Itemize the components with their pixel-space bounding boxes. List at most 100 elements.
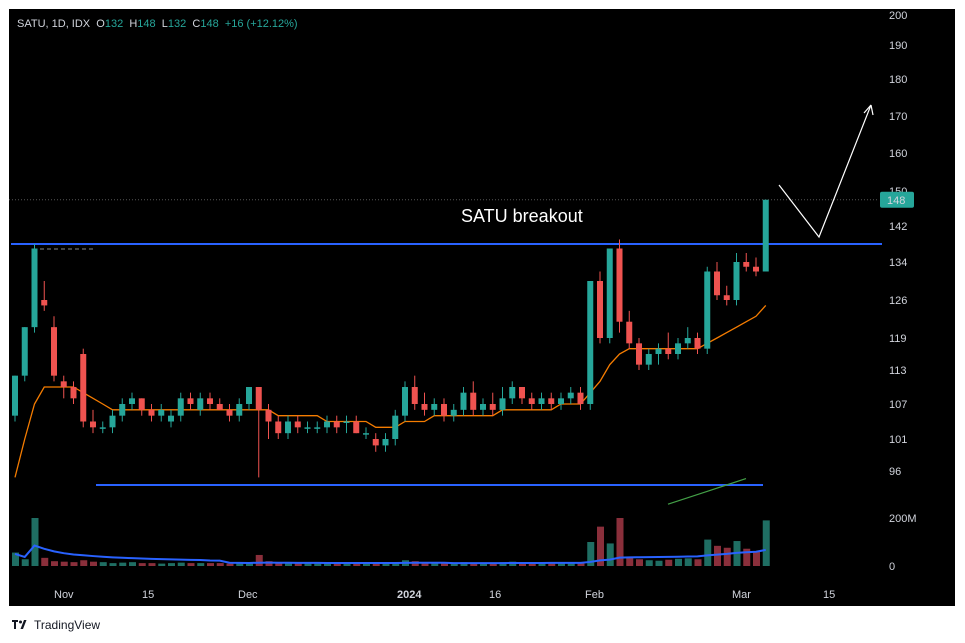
y-axis-tick-label: 134 — [889, 257, 907, 269]
breakout-annotation: SATU breakout — [461, 206, 583, 226]
volume-bar — [51, 561, 58, 566]
volume-bar — [636, 559, 643, 566]
legend-symbol: SATU, 1D, IDX — [17, 18, 91, 30]
candle-body — [216, 404, 223, 410]
candle-body — [548, 398, 555, 404]
y-axis-tick-label: 160 — [889, 148, 907, 160]
candle-body — [353, 421, 360, 434]
volume-bar — [392, 562, 400, 566]
x-axis-tick-label: 15 — [142, 589, 154, 601]
volume-bar — [216, 563, 224, 566]
candle-body — [528, 398, 535, 404]
volume-bar — [645, 560, 653, 566]
volume-axis-tick-label: 0 — [889, 561, 895, 573]
candle-body — [402, 387, 408, 416]
volume-bar — [753, 551, 760, 566]
candle-body — [177, 398, 184, 416]
volume-bar — [616, 518, 624, 566]
candle-body — [265, 409, 272, 422]
volume-bar — [577, 563, 585, 566]
candle-body — [636, 343, 642, 365]
candle-body — [489, 404, 496, 410]
candle-body — [411, 387, 418, 404]
volume-bar — [70, 562, 78, 566]
y-axis-tick-label: 96 — [889, 466, 901, 478]
y-axis-tick-label: 170 — [889, 111, 907, 123]
volume-bar — [158, 563, 166, 566]
volume-bar — [450, 563, 458, 566]
brand-label: TradingView — [34, 618, 101, 632]
candle-body — [158, 409, 165, 416]
x-axis-tick-label: Feb — [585, 589, 604, 601]
candle-body — [704, 271, 711, 349]
candle-body — [655, 348, 662, 354]
legend-low-label: L — [161, 18, 168, 30]
volume-bar — [275, 562, 283, 566]
candle-body — [723, 295, 730, 300]
candle-body — [665, 348, 672, 354]
candle-body — [109, 415, 116, 428]
candle-body — [246, 387, 252, 404]
candlestick-chart[interactable]: 2001901801701601501421341261191131071019… — [9, 9, 955, 606]
volume-bar — [606, 543, 614, 566]
candle-body — [187, 398, 194, 404]
x-axis-tick-label: 16 — [489, 589, 501, 601]
y-axis-tick-label: 101 — [889, 434, 907, 446]
volume-bar — [587, 542, 595, 566]
volume-bar — [333, 563, 341, 566]
volume-bar — [558, 562, 565, 566]
volume-bar — [285, 563, 292, 566]
candle-body — [567, 392, 574, 399]
volume-bar — [597, 526, 604, 566]
candle-body — [509, 387, 516, 399]
legend-change: +16 (+12.12%) — [224, 18, 298, 30]
volume-bar — [148, 563, 156, 566]
volume-bar — [675, 558, 682, 566]
volume-bar — [723, 547, 731, 566]
projection-arrowhead-icon — [863, 104, 874, 116]
candle-body — [675, 343, 681, 354]
candle-body — [51, 327, 57, 376]
candle-body — [694, 338, 701, 349]
candle-body — [372, 439, 379, 446]
candle-body — [431, 404, 438, 410]
candle-body — [450, 409, 457, 416]
candle-body — [743, 262, 750, 267]
candle-body — [762, 199, 769, 272]
candle-body — [236, 404, 243, 416]
candle-body — [499, 398, 506, 410]
x-axis-tick-label: 2024 — [397, 589, 422, 601]
candle-body — [587, 281, 594, 404]
volume-bar — [714, 545, 721, 566]
x-axis-tick-label: 15 — [823, 589, 835, 601]
tradingview-brand[interactable]: TradingView — [12, 618, 100, 632]
candle-body — [255, 387, 262, 410]
legend-high-label: H — [129, 18, 138, 30]
legend-high: 148 — [137, 18, 156, 30]
x-axis-tick-label: Nov — [54, 589, 74, 601]
volume-bar — [382, 563, 390, 566]
volume-bar — [548, 563, 556, 566]
candle-body — [80, 354, 87, 422]
volume-bar — [519, 562, 526, 566]
candle-body — [392, 415, 399, 439]
y-axis-tick-label: 142 — [889, 221, 907, 233]
volume-bar — [12, 552, 19, 566]
candle-body — [616, 248, 623, 322]
volume-bar — [80, 560, 88, 566]
tradingview-logo-icon — [12, 620, 27, 629]
volume-bar — [441, 563, 448, 566]
ema-line — [14, 304, 767, 478]
last-price-label: 148 — [887, 195, 905, 207]
y-axis-tick-label: 200 — [889, 10, 907, 22]
volume-bar — [567, 562, 575, 566]
candle-body — [285, 421, 291, 434]
candle-body — [294, 421, 301, 428]
candle-body — [363, 433, 369, 435]
candle-body — [90, 421, 96, 428]
candle-body — [460, 392, 467, 410]
x-axis-tick-label: Dec — [238, 589, 258, 601]
candle-body — [684, 338, 691, 344]
volume-bar — [21, 559, 29, 566]
volume-bar — [626, 557, 634, 566]
